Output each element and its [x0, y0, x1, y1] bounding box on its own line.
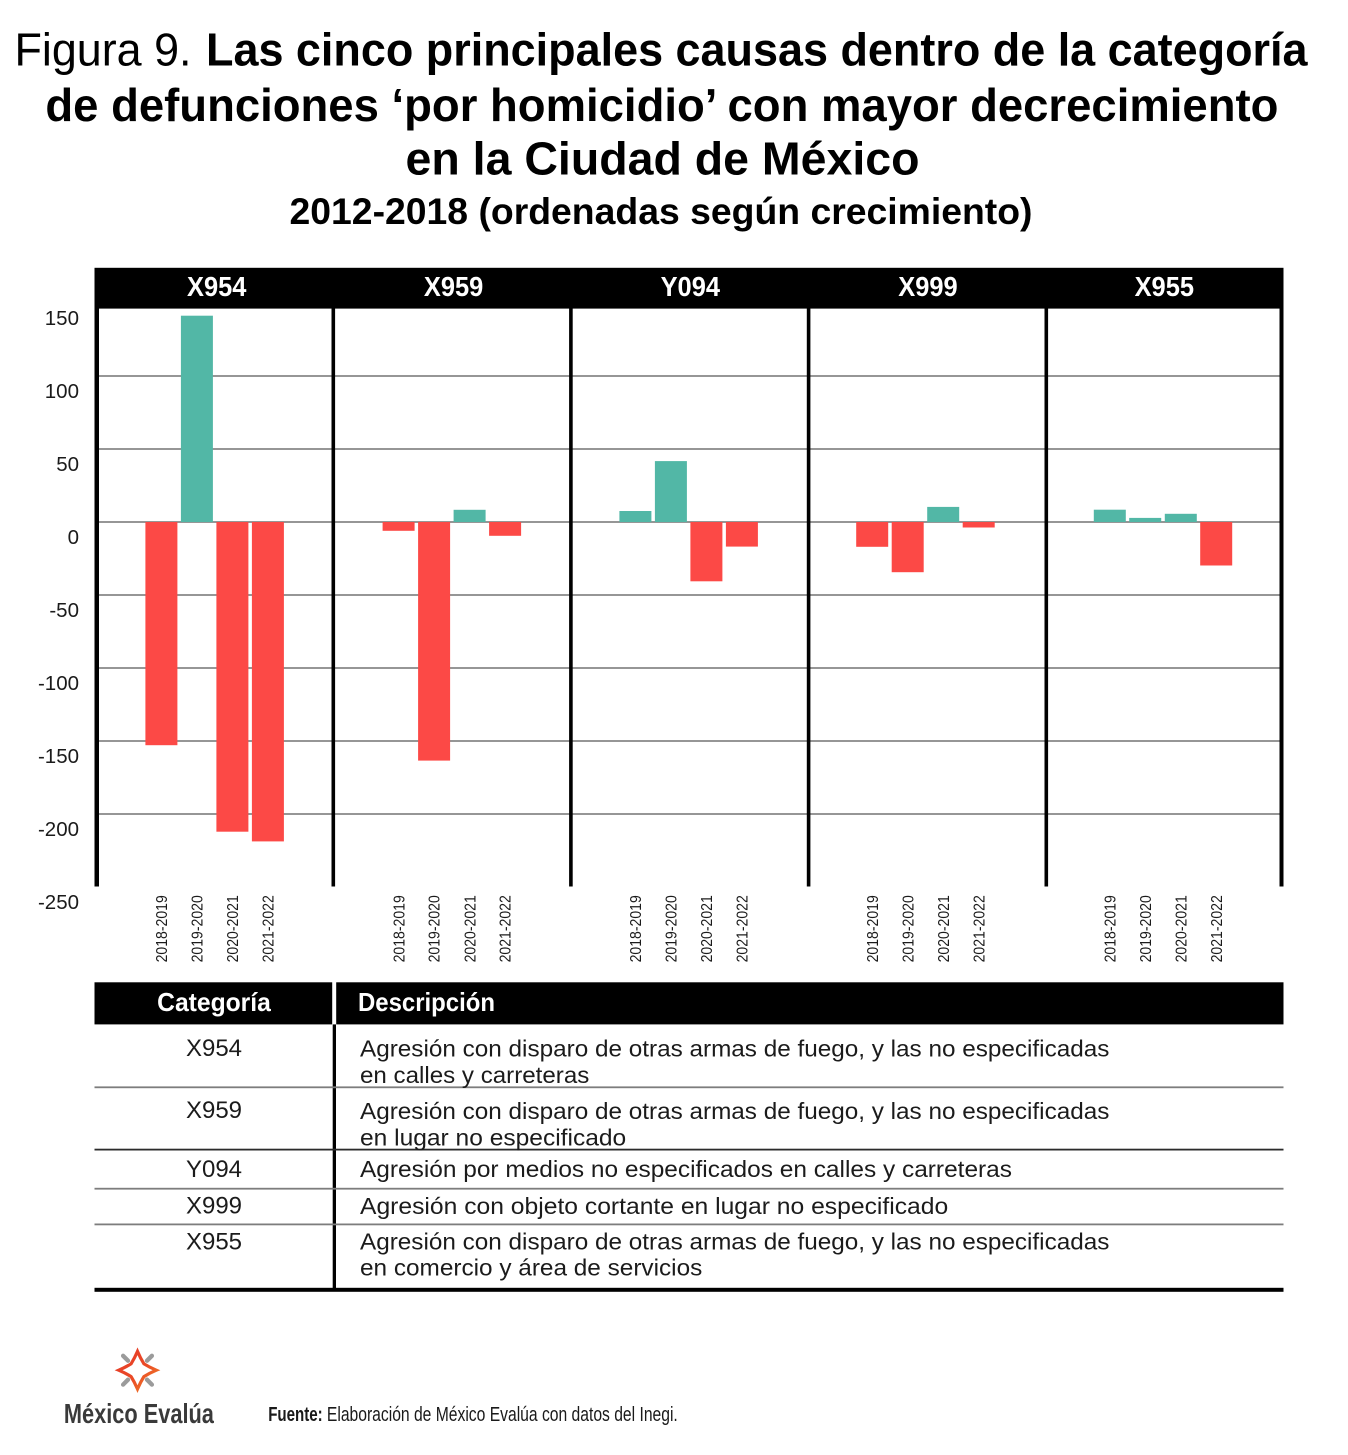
svg-text:X999: X999 [186, 1193, 242, 1220]
svg-text:0: 0 [68, 526, 79, 549]
svg-text:X959: X959 [186, 1097, 242, 1124]
svg-text:X954: X954 [187, 271, 247, 302]
svg-text:México Evalúa: México Evalúa [64, 1398, 214, 1429]
svg-text:Figura 9.: Figura 9. [15, 24, 192, 76]
svg-text:en comercio y área de servicio: en comercio y área de servicios [360, 1255, 702, 1281]
svg-text:-250: -250 [38, 891, 79, 914]
svg-text:2019-2020: 2019-2020 [664, 895, 681, 962]
svg-text:2019-2020: 2019-2020 [190, 895, 207, 962]
svg-text:2020-2021: 2020-2021 [699, 895, 716, 962]
svg-text:Agresión con disparo de otras: Agresión con disparo de otras armas de f… [360, 1229, 1109, 1255]
svg-text:50: 50 [56, 453, 79, 476]
svg-text:100: 100 [45, 380, 79, 403]
svg-text:2021-2022: 2021-2022 [735, 895, 752, 962]
svg-text:en la Ciudad de México: en la Ciudad de México [406, 133, 920, 185]
svg-text:Agresión por medios no especif: Agresión por medios no especificados en … [360, 1156, 1012, 1182]
svg-text:2021-2022: 2021-2022 [971, 895, 988, 962]
svg-text:-200: -200 [38, 818, 79, 841]
svg-text:Descripción: Descripción [358, 987, 495, 1017]
svg-text:2018-2019: 2018-2019 [391, 895, 408, 962]
svg-text:150: 150 [45, 307, 79, 330]
svg-text:2018-2019: 2018-2019 [865, 895, 882, 962]
svg-text:-100: -100 [38, 672, 79, 695]
svg-text:2021-2022: 2021-2022 [261, 895, 278, 962]
svg-text:2020-2021: 2020-2021 [1174, 895, 1191, 962]
svg-text:X954: X954 [186, 1035, 242, 1062]
svg-text:2020-2021: 2020-2021 [462, 895, 479, 962]
svg-text:X999: X999 [898, 271, 957, 302]
svg-text:2019-2020: 2019-2020 [1138, 895, 1155, 962]
svg-text:2018-2019: 2018-2019 [154, 895, 171, 962]
svg-text:X959: X959 [424, 271, 483, 302]
svg-text:Y094: Y094 [661, 271, 721, 302]
svg-text:2018-2019: 2018-2019 [1103, 895, 1120, 962]
svg-text:Y094: Y094 [186, 1156, 242, 1183]
svg-text:2021-2022: 2021-2022 [1209, 895, 1226, 962]
svg-text:-150: -150 [38, 745, 79, 768]
svg-text:2021-2022: 2021-2022 [498, 895, 515, 962]
svg-text:Agresión con objeto cortante e: Agresión con objeto cortante en lugar no… [360, 1193, 948, 1219]
svg-text:Las cinco principales causas d: Las cinco principales causas dentro de l… [206, 24, 1308, 76]
svg-text:en calles y carreteras: en calles y carreteras [360, 1062, 589, 1088]
svg-text:Agresión con disparo de otras: Agresión con disparo de otras armas de f… [360, 1036, 1109, 1062]
svg-text:Agresión con disparo de otras: Agresión con disparo de otras armas de f… [360, 1098, 1109, 1124]
svg-text:Fuente:: Fuente: [268, 1404, 323, 1426]
svg-text:Categoría: Categoría [157, 987, 271, 1017]
svg-text:en lugar no especificado: en lugar no especificado [360, 1124, 626, 1150]
svg-text:de defunciones ‘por homicidio’: de defunciones ‘por homicidio’ con mayor… [45, 79, 1278, 131]
svg-text:Elaboración de México Evalúa c: Elaboración de México Evalúa con datos d… [327, 1404, 678, 1426]
svg-text:2018-2019: 2018-2019 [628, 895, 645, 962]
svg-text:X955: X955 [1135, 271, 1194, 302]
svg-text:X955: X955 [186, 1229, 242, 1256]
svg-text:2019-2020: 2019-2020 [427, 895, 444, 962]
svg-text:2012-2018 (ordenadas según cre: 2012-2018 (ordenadas según crecimiento) [290, 191, 1033, 232]
svg-text:2020-2021: 2020-2021 [936, 895, 953, 962]
svg-text:-50: -50 [49, 599, 79, 622]
svg-text:2020-2021: 2020-2021 [225, 895, 242, 962]
svg-text:2019-2020: 2019-2020 [900, 895, 917, 962]
